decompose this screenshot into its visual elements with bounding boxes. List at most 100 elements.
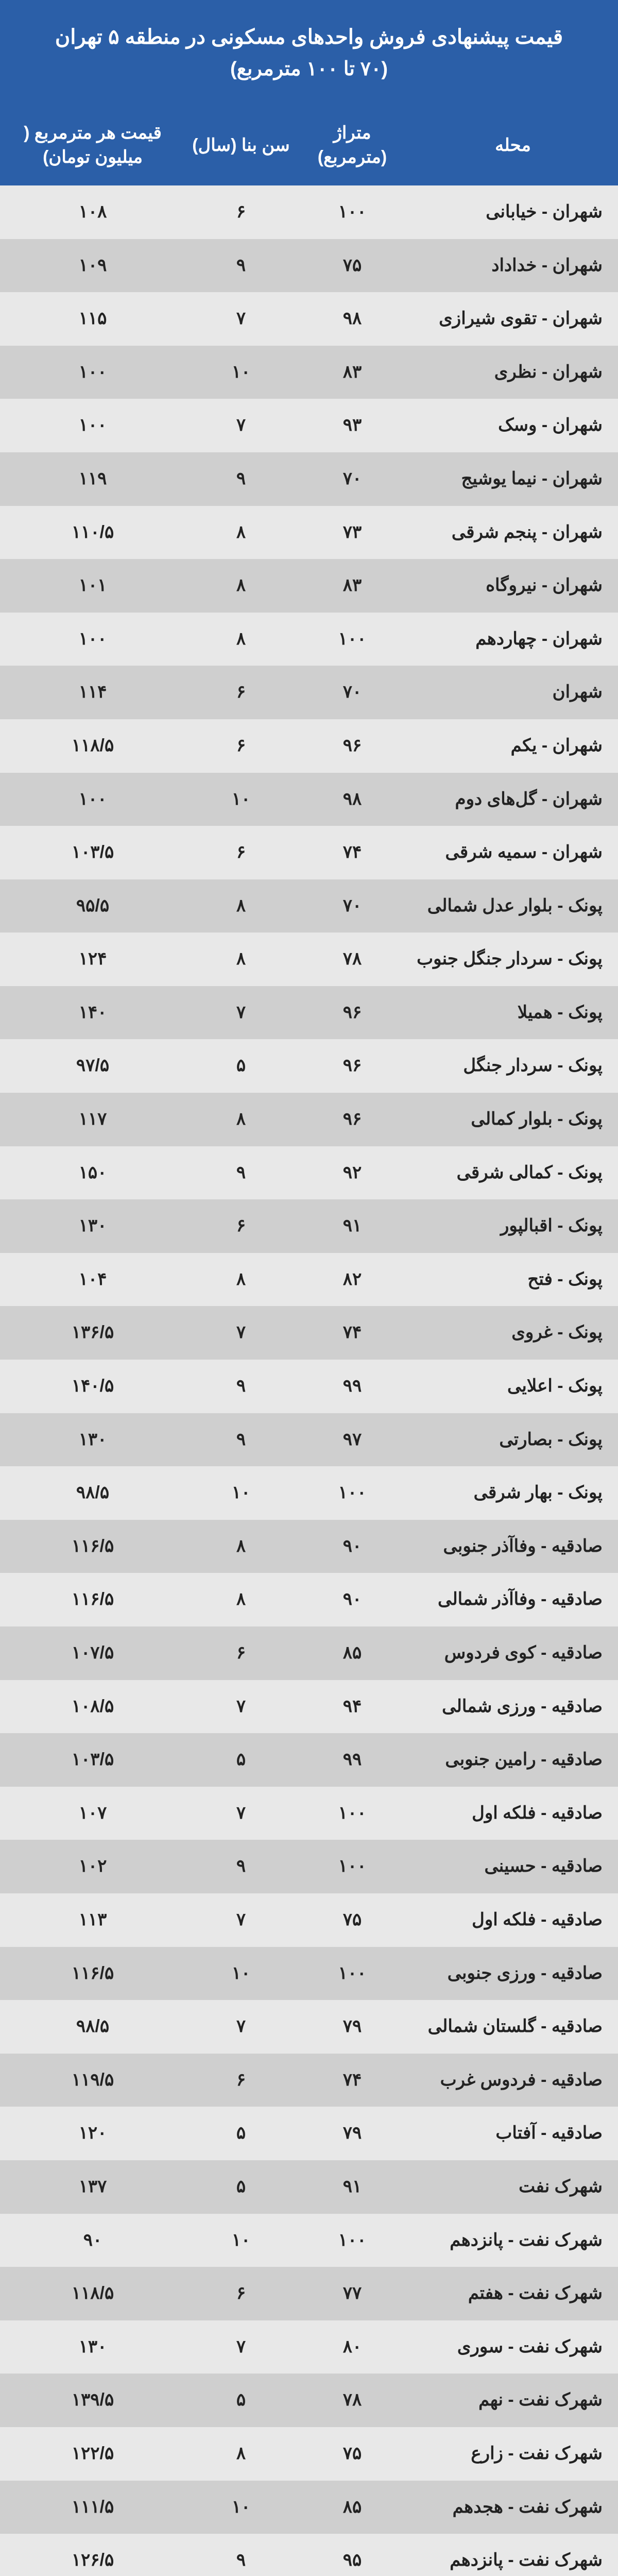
cell-area: ۷۸ — [297, 2374, 408, 2427]
cell-price: ۱۰۱ — [0, 559, 185, 613]
cell-name: شهرک نفت - هجدهم — [408, 2481, 618, 2534]
cell-area: ۹۳ — [297, 399, 408, 452]
cell-age: ۸ — [185, 1520, 297, 1573]
cell-name: پونک - بلوار عدل شمالی — [408, 879, 618, 933]
cell-price: ۱۳۹/۵ — [0, 2374, 185, 2427]
table-row: صادقیه - ورزی جنوبی۱۰۰۱۰۱۱۶/۵ — [0, 1947, 618, 2001]
cell-age: ۹ — [185, 2534, 297, 2576]
cell-price: ۱۰۲ — [0, 1840, 185, 1893]
cell-price: ۱۰۳/۵ — [0, 1733, 185, 1787]
cell-age: ۸ — [185, 879, 297, 933]
table-row: شهران - وسک۹۳۷۱۰۰ — [0, 399, 618, 452]
table-row: شهران - نظری۸۳۱۰۱۰۰ — [0, 346, 618, 399]
cell-name: شهران - نیروگاه — [408, 559, 618, 613]
cell-area: ۱۰۰ — [297, 1947, 408, 2001]
cell-price: ۱۱۶/۵ — [0, 1520, 185, 1573]
cell-price: ۱۱۸/۵ — [0, 2267, 185, 2320]
cell-age: ۶ — [185, 719, 297, 773]
cell-area: ۸۵ — [297, 1626, 408, 1680]
cell-price: ۱۳۷ — [0, 2160, 185, 2214]
table-row: صادقیه - رامین جنوبی۹۹۵۱۰۳/۵ — [0, 1733, 618, 1787]
cell-name: شهران - تقوی شیرازی — [408, 292, 618, 346]
cell-area: ۹۶ — [297, 1039, 408, 1093]
cell-name: پونک - اعلایی — [408, 1360, 618, 1413]
cell-price: ۹۷/۵ — [0, 1039, 185, 1093]
cell-price: ۹۸/۵ — [0, 1466, 185, 1520]
cell-age: ۶ — [185, 1199, 297, 1253]
cell-price: ۱۳۶/۵ — [0, 1306, 185, 1360]
cell-area: ۱۰۰ — [297, 613, 408, 666]
cell-area: ۷۸ — [297, 933, 408, 986]
table-row: شهرک نفت - نهم۷۸۵۱۳۹/۵ — [0, 2374, 618, 2427]
cell-area: ۷۰ — [297, 666, 408, 719]
cell-area: ۷۰ — [297, 452, 408, 506]
cell-price: ۱۳۰ — [0, 1199, 185, 1253]
cell-price: ۱۱۸/۵ — [0, 719, 185, 773]
cell-price: ۱۲۴ — [0, 933, 185, 986]
table-row: صادقیه - وفاآذر جنوبی۹۰۸۱۱۶/۵ — [0, 1520, 618, 1573]
cell-price: ۱۱۴ — [0, 666, 185, 719]
cell-area: ۹۱ — [297, 1199, 408, 1253]
cell-price: ۹۵/۵ — [0, 879, 185, 933]
cell-age: ۶ — [185, 185, 297, 239]
cell-age: ۱۰ — [185, 346, 297, 399]
cell-age: ۸ — [185, 933, 297, 986]
table-row: شهران - پنجم شرقی۷۳۸۱۱۰/۵ — [0, 506, 618, 560]
title-line2: (۷۰ تا ۱۰۰ مترمربع) — [10, 54, 608, 85]
table-row: شهران - نیروگاه۸۳۸۱۰۱ — [0, 559, 618, 613]
table-row: پونک - سردار جنگل۹۶۵۹۷/۵ — [0, 1039, 618, 1093]
cell-name: صادقیه - کوی فردوس — [408, 1626, 618, 1680]
cell-price: ۱۱۶/۵ — [0, 1947, 185, 2001]
cell-area: ۹۶ — [297, 986, 408, 1040]
cell-area: ۷۷ — [297, 2267, 408, 2320]
cell-price: ۱۰۰ — [0, 773, 185, 826]
col-header-name: محله — [408, 106, 618, 185]
cell-area: ۱۰۰ — [297, 1787, 408, 1840]
cell-age: ۷ — [185, 292, 297, 346]
table-row: شهرک نفت۹۱۵۱۳۷ — [0, 2160, 618, 2214]
table-row: پونک - کمالی شرقی۹۲۹۱۵۰ — [0, 1146, 618, 1200]
cell-name: پونک - همیلا — [408, 986, 618, 1040]
cell-name: شهرک نفت — [408, 2160, 618, 2214]
cell-name: شهران - گل‌های دوم — [408, 773, 618, 826]
cell-name: شهرک نفت - پانزدهم — [408, 2214, 618, 2267]
cell-price: ۱۰۴ — [0, 1253, 185, 1307]
cell-age: ۹ — [185, 1146, 297, 1200]
cell-area: ۷۰ — [297, 879, 408, 933]
cell-price: ۱۰۰ — [0, 346, 185, 399]
table-row: پونک - بصارتی۹۷۹۱۳۰ — [0, 1413, 618, 1467]
cell-area: ۸۵ — [297, 2481, 408, 2534]
table-row: صادقیه - حسینی۱۰۰۹۱۰۲ — [0, 1840, 618, 1893]
table-row: صادقیه - وفاآذر شمالی۹۰۸۱۱۶/۵ — [0, 1573, 618, 1626]
cell-name: شهرک نفت - سوری — [408, 2320, 618, 2374]
cell-name: صادقیه - وفاآذر شمالی — [408, 1573, 618, 1626]
cell-price: ۱۴۰/۵ — [0, 1360, 185, 1413]
cell-area: ۷۴ — [297, 826, 408, 879]
cell-name: پونک - بلوار کمالی — [408, 1093, 618, 1146]
cell-area: ۹۸ — [297, 292, 408, 346]
cell-age: ۶ — [185, 666, 297, 719]
cell-name: شهران - وسک — [408, 399, 618, 452]
table-row: شهرک نفت - پانزدهم۱۰۰۱۰۹۰ — [0, 2214, 618, 2267]
table-row: شهران - گل‌های دوم۹۸۱۰۱۰۰ — [0, 773, 618, 826]
cell-age: ۱۰ — [185, 773, 297, 826]
table-row: شهرک نفت - هفتم۷۷۶۱۱۸/۵ — [0, 2267, 618, 2320]
cell-price: ۱۱۹ — [0, 452, 185, 506]
cell-area: ۷۴ — [297, 2054, 408, 2107]
cell-price: ۱۰۳/۵ — [0, 826, 185, 879]
table-row: شهرک نفت - سوری۸۰۷۱۳۰ — [0, 2320, 618, 2374]
cell-age: ۶ — [185, 826, 297, 879]
cell-name: پونک - بصارتی — [408, 1413, 618, 1467]
col-header-age: سن بنا (سال) — [185, 106, 297, 185]
cell-age: ۵ — [185, 1733, 297, 1787]
cell-age: ۹ — [185, 239, 297, 293]
cell-price: ۱۱۶/۵ — [0, 1573, 185, 1626]
table-row: پونک - بلوار کمالی۹۶۸۱۱۷ — [0, 1093, 618, 1146]
page-container: قیمت پیشنهادی فروش واحدهای مسکونی در منط… — [0, 0, 618, 2576]
cell-price: ۹۰ — [0, 2214, 185, 2267]
cell-age: ۵ — [185, 2374, 297, 2427]
table-row: صادقیه - فردوس غرب۷۴۶۱۱۹/۵ — [0, 2054, 618, 2107]
page-title: قیمت پیشنهادی فروش واحدهای مسکونی در منط… — [0, 0, 618, 106]
cell-price: ۱۰۷ — [0, 1787, 185, 1840]
col-header-price: قیمت هر مترمربع ( میلیون تومان) — [0, 106, 185, 185]
